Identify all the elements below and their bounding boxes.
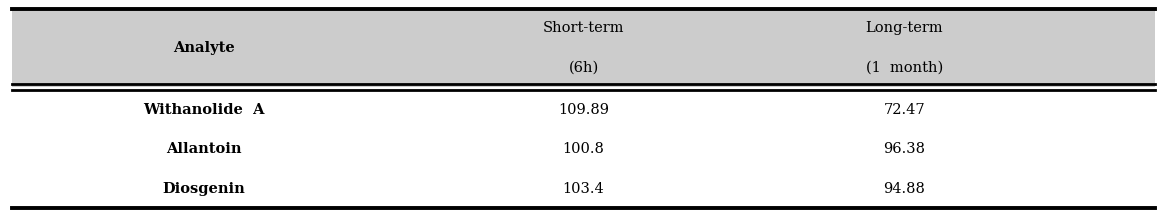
Text: 100.8: 100.8 xyxy=(562,142,605,156)
Text: Withanolide  A: Withanolide A xyxy=(144,103,265,117)
Text: Long-term: Long-term xyxy=(866,21,943,35)
Text: 103.4: 103.4 xyxy=(562,182,605,196)
Text: Short-term: Short-term xyxy=(543,21,624,35)
Text: (6h): (6h) xyxy=(568,60,599,74)
Text: 72.47: 72.47 xyxy=(883,103,925,117)
Text: Allantoin: Allantoin xyxy=(167,142,242,156)
Text: 96.38: 96.38 xyxy=(883,142,925,156)
Text: Analyte: Analyte xyxy=(174,41,235,55)
Text: Diosgenin: Diosgenin xyxy=(163,182,245,196)
Text: 109.89: 109.89 xyxy=(558,103,609,117)
Bar xyxy=(12,9,1155,87)
Text: (1  month): (1 month) xyxy=(866,60,943,74)
Text: 94.88: 94.88 xyxy=(883,182,925,196)
